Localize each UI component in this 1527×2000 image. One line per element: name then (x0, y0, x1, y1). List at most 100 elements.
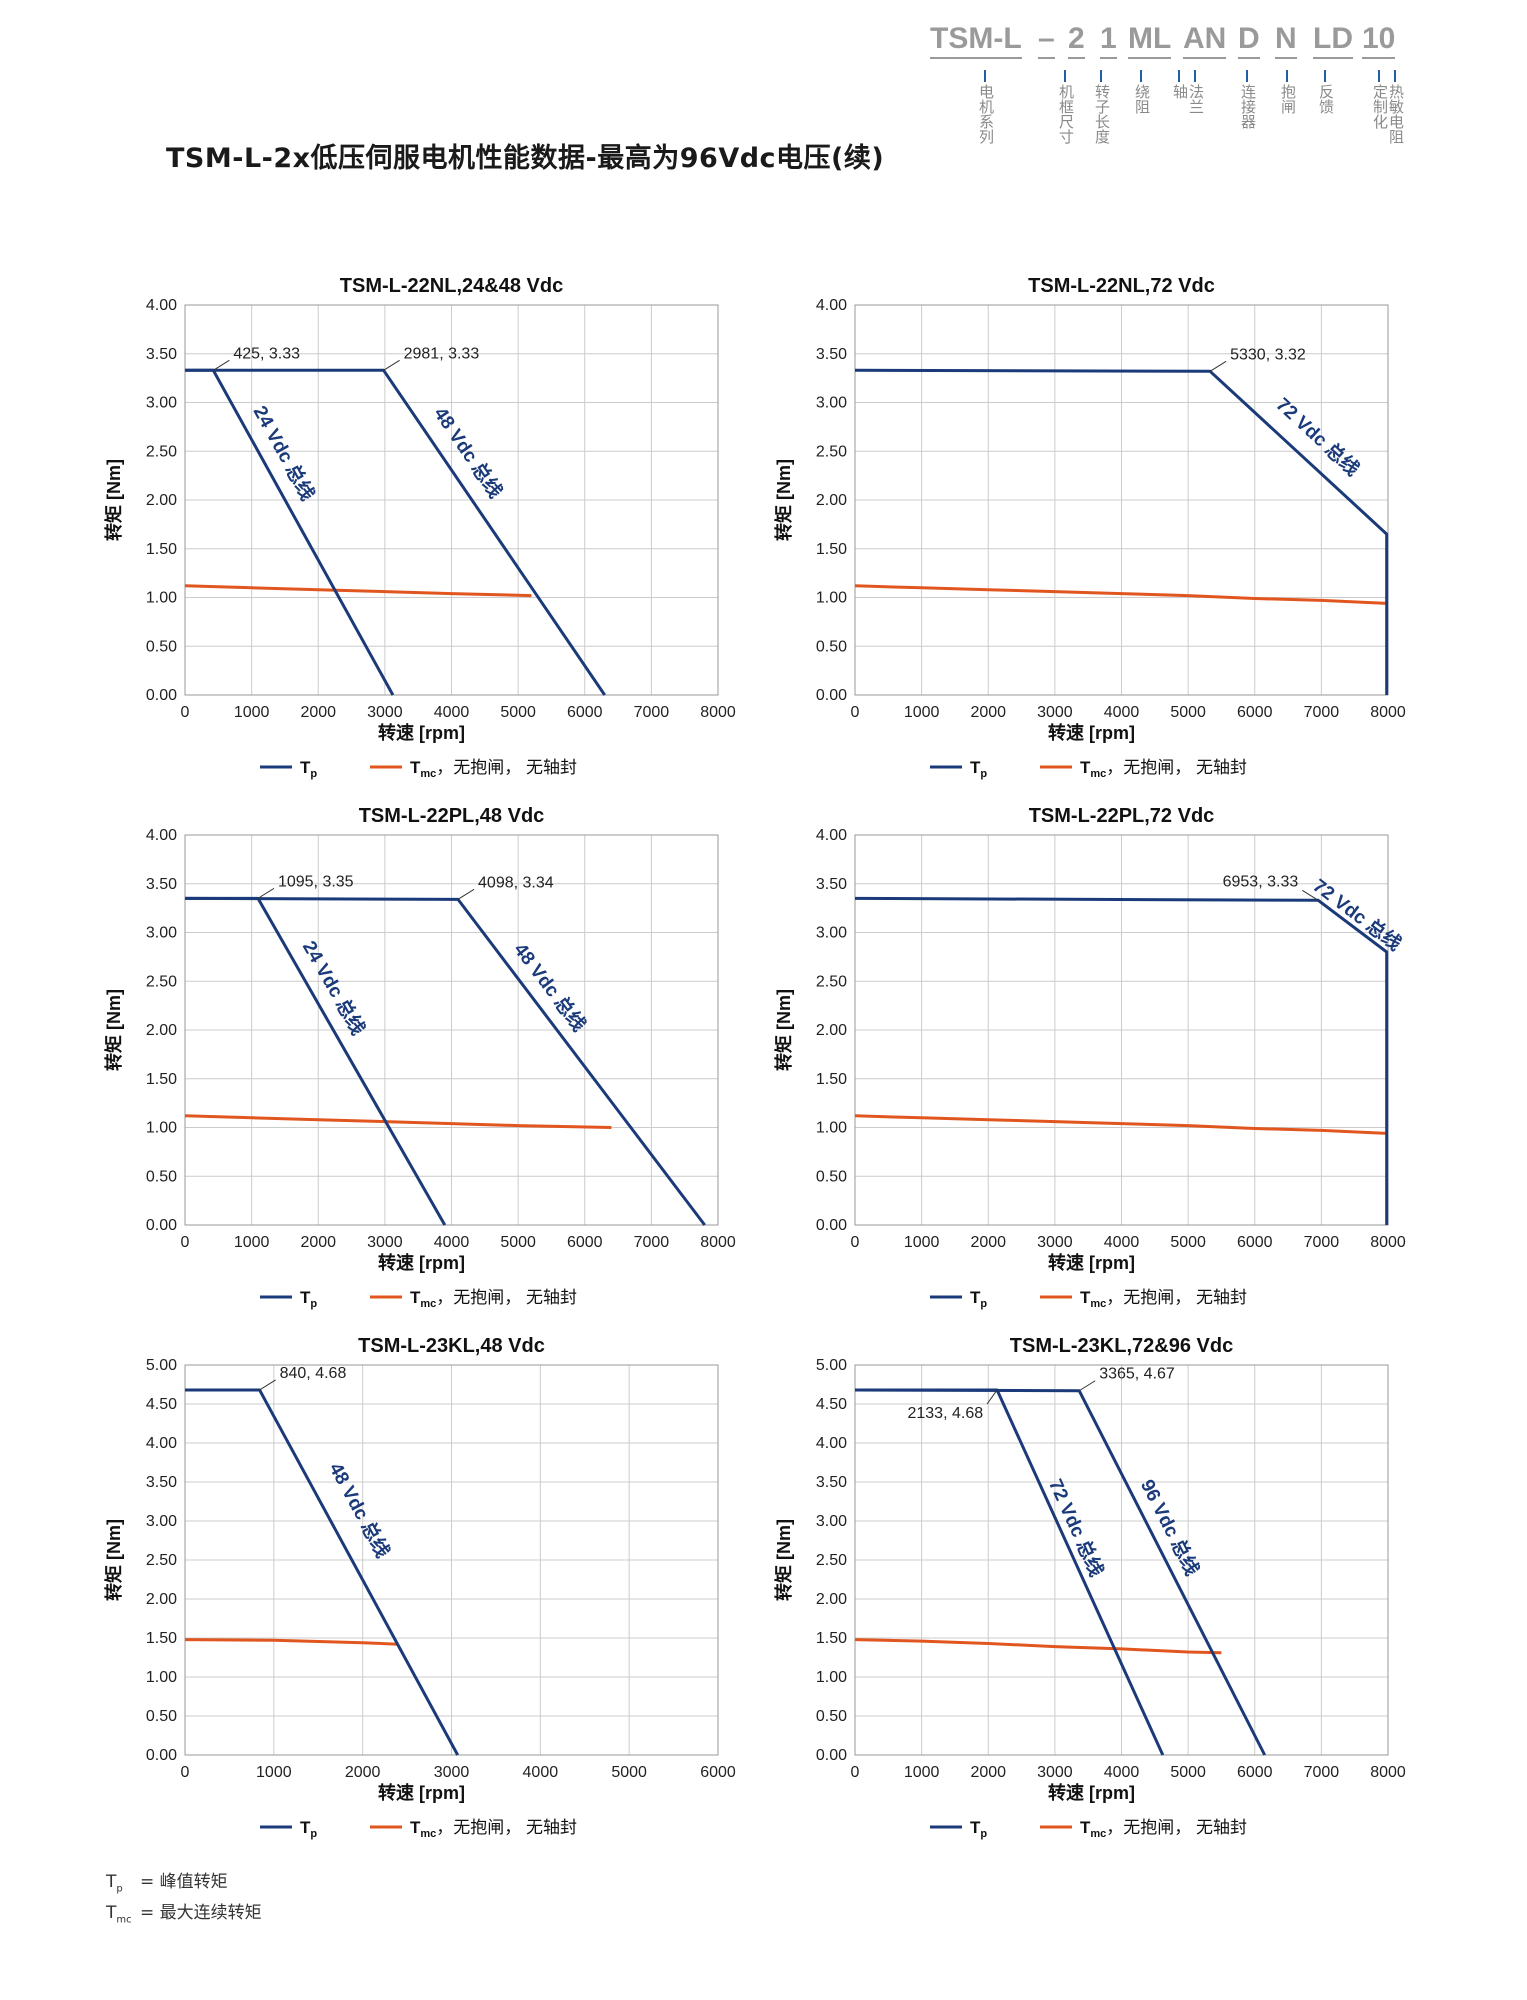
y-tick-label: 3.50 (146, 1474, 177, 1491)
y-tick-label: 0.50 (816, 638, 847, 655)
peak-torque-line (854, 1388, 1267, 1756)
y-tick-label: 0.50 (816, 1708, 847, 1725)
annotation-leader (383, 359, 400, 371)
y-tick-label: 1.00 (816, 1120, 847, 1137)
y-tick-label: 3.50 (816, 876, 847, 893)
x-tick-label: 5000 (1170, 1764, 1206, 1781)
legend-tp-label: Tp (300, 1288, 317, 1310)
legend-tp-label: Tp (970, 1288, 987, 1310)
model-code-segment: 10 (1362, 22, 1396, 59)
legend-tmc-label: Tmc，无抱闸， 无轴封 (1080, 758, 1247, 780)
legend-tmc-text: ，无抱闸， 无轴封 (1106, 1288, 1247, 1307)
data-point-annotation: 2981, 3.33 (404, 345, 480, 362)
chart-title: TSM-L-22PL,48 Vdc (359, 805, 545, 827)
chart-svg: TSM-L-22NL,72 Vdc 0 1000 2000 3000 4000 5000 60… (773, 275, 1406, 780)
legend-tmc-subscript: mc (1090, 768, 1106, 780)
legend-tmc-symbol: T (1080, 758, 1091, 777)
y-tick-label: 1.00 (146, 590, 177, 607)
x-tick-label: 1000 (904, 1234, 940, 1251)
y-axis-label: 转矩 [Nm] (773, 459, 794, 541)
y-tick-label: 3.50 (816, 1474, 847, 1491)
footnote-tmc-text: = 最大连续转矩 (140, 1903, 262, 1924)
code-tick-mark (1394, 70, 1396, 82)
x-tick-label: 4000 (1104, 1234, 1140, 1251)
y-tick-label: 2.50 (816, 973, 847, 990)
torque-speed-chart: TSM-L-22PL,48 Vdc 0 1000 2000 3000 4000 5000 60… (100, 800, 740, 1360)
annotation-leader (257, 887, 275, 899)
bus-voltage-curve-label: 72 Vdc 总线 (1309, 874, 1406, 955)
x-tick-label: 6000 (1237, 1234, 1273, 1251)
x-tick-label: 6000 (567, 704, 603, 721)
x-axis-label: 转速 [rpm] (378, 1252, 465, 1273)
model-code-description: 定制化 (1371, 84, 1389, 129)
y-tick-label: 0.00 (816, 1747, 847, 1764)
legend-tmc-label: Tmc，无抱闸， 无轴封 (1080, 1288, 1247, 1310)
code-tick-mark (1194, 70, 1196, 82)
model-code-segment: TSM-L (930, 22, 1022, 59)
y-tick-label: 2.50 (146, 1552, 177, 1569)
legend-tmc-symbol: T (1080, 1288, 1091, 1307)
legend-tp-label: Tp (970, 758, 987, 780)
x-tick-label: 2000 (970, 704, 1006, 721)
legend-tmc-text: ，无抱闸， 无轴封 (436, 1818, 577, 1837)
y-tick-label: 3.00 (816, 925, 847, 942)
x-tick-label: 6000 (700, 1764, 736, 1781)
x-tick-label: 0 (851, 704, 860, 721)
plot-frame (854, 304, 1389, 696)
legend-tmc-text: ，无抱闸， 无轴封 (436, 758, 577, 777)
torque-speed-chart: TSM-L-23KL,48 Vdc 0 1000 2000 3000 4000 5000 60… (100, 1330, 740, 1890)
y-tick-label: 4.00 (146, 827, 177, 844)
y-tick-label: 5.00 (146, 1357, 177, 1374)
y-tick-label: 4.50 (816, 1396, 847, 1413)
model-code-description: 抱闸 (1279, 84, 1297, 114)
x-tick-label: 6000 (1237, 1764, 1273, 1781)
legend-tp-symbol: T (300, 1818, 311, 1837)
model-code-segment: ML (1128, 22, 1172, 59)
y-axis-label: 转矩 [Nm] (773, 989, 794, 1071)
x-tick-label: 5000 (500, 704, 536, 721)
chart-title: TSM-L-22PL,72 Vdc (1029, 805, 1215, 827)
legend-tmc-text: ，无抱闸， 无轴封 (1106, 758, 1247, 777)
x-tick-label: 3000 (367, 1234, 403, 1251)
x-tick-label: 3000 (367, 704, 403, 721)
peak-torque-line (184, 896, 706, 1226)
y-tick-label: 1.00 (146, 1120, 177, 1137)
y-tick-label: 1.50 (816, 541, 847, 558)
y-tick-label: 2.50 (146, 973, 177, 990)
footnote-tp-subscript: p (116, 1883, 123, 1895)
model-code-segment: – (1038, 22, 1055, 59)
data-point-annotation: 840, 4.68 (280, 1365, 347, 1382)
y-tick-label: 2.50 (816, 443, 847, 460)
x-tick-label: 8000 (1370, 704, 1406, 721)
x-tick-label: 7000 (634, 1234, 670, 1251)
x-tick-label: 1000 (234, 704, 270, 721)
plot-frame (184, 1364, 719, 1756)
annotation-leader (457, 888, 475, 900)
y-tick-label: 3.50 (146, 346, 177, 363)
legend-tp-symbol: T (300, 758, 311, 777)
continuous-torque-line (184, 1638, 399, 1646)
x-tick-label: 8000 (1370, 1234, 1406, 1251)
x-tick-label: 3000 (1037, 704, 1073, 721)
legend-tp-subscript: p (980, 1828, 987, 1840)
y-tick-label: 1.50 (146, 1071, 177, 1088)
model-code-description: 机框尺寸 (1057, 84, 1075, 144)
legend-tmc-label: Tmc，无抱闸， 无轴封 (1080, 1818, 1247, 1840)
x-tick-label: 2000 (345, 1764, 381, 1781)
x-axis-label: 转速 [rpm] (1048, 1782, 1135, 1803)
model-code-description: 热敏电阻 (1387, 84, 1405, 144)
x-tick-label: 4000 (434, 1234, 470, 1251)
plot-frame (184, 834, 719, 1226)
code-tick-mark (984, 70, 986, 82)
chart-svg: TSM-L-22PL,72 Vdc 0 1000 2000 3000 4000 5000 60… (773, 805, 1406, 1310)
y-axis-label: 转矩 [Nm] (103, 459, 124, 541)
x-tick-label: 0 (181, 1764, 190, 1781)
legend-tmc-subscript: mc (420, 768, 436, 780)
x-tick-label: 4000 (523, 1764, 559, 1781)
legend-tmc-subscript: mc (1090, 1298, 1106, 1310)
y-tick-label: 1.50 (146, 1630, 177, 1647)
chart-svg: TSM-L-23KL,48 Vdc 0 1000 2000 3000 4000 5000 60… (103, 1335, 736, 1840)
x-tick-label: 6000 (1237, 704, 1273, 721)
y-tick-label: 0.00 (146, 1747, 177, 1764)
y-tick-label: 2.00 (816, 492, 847, 509)
